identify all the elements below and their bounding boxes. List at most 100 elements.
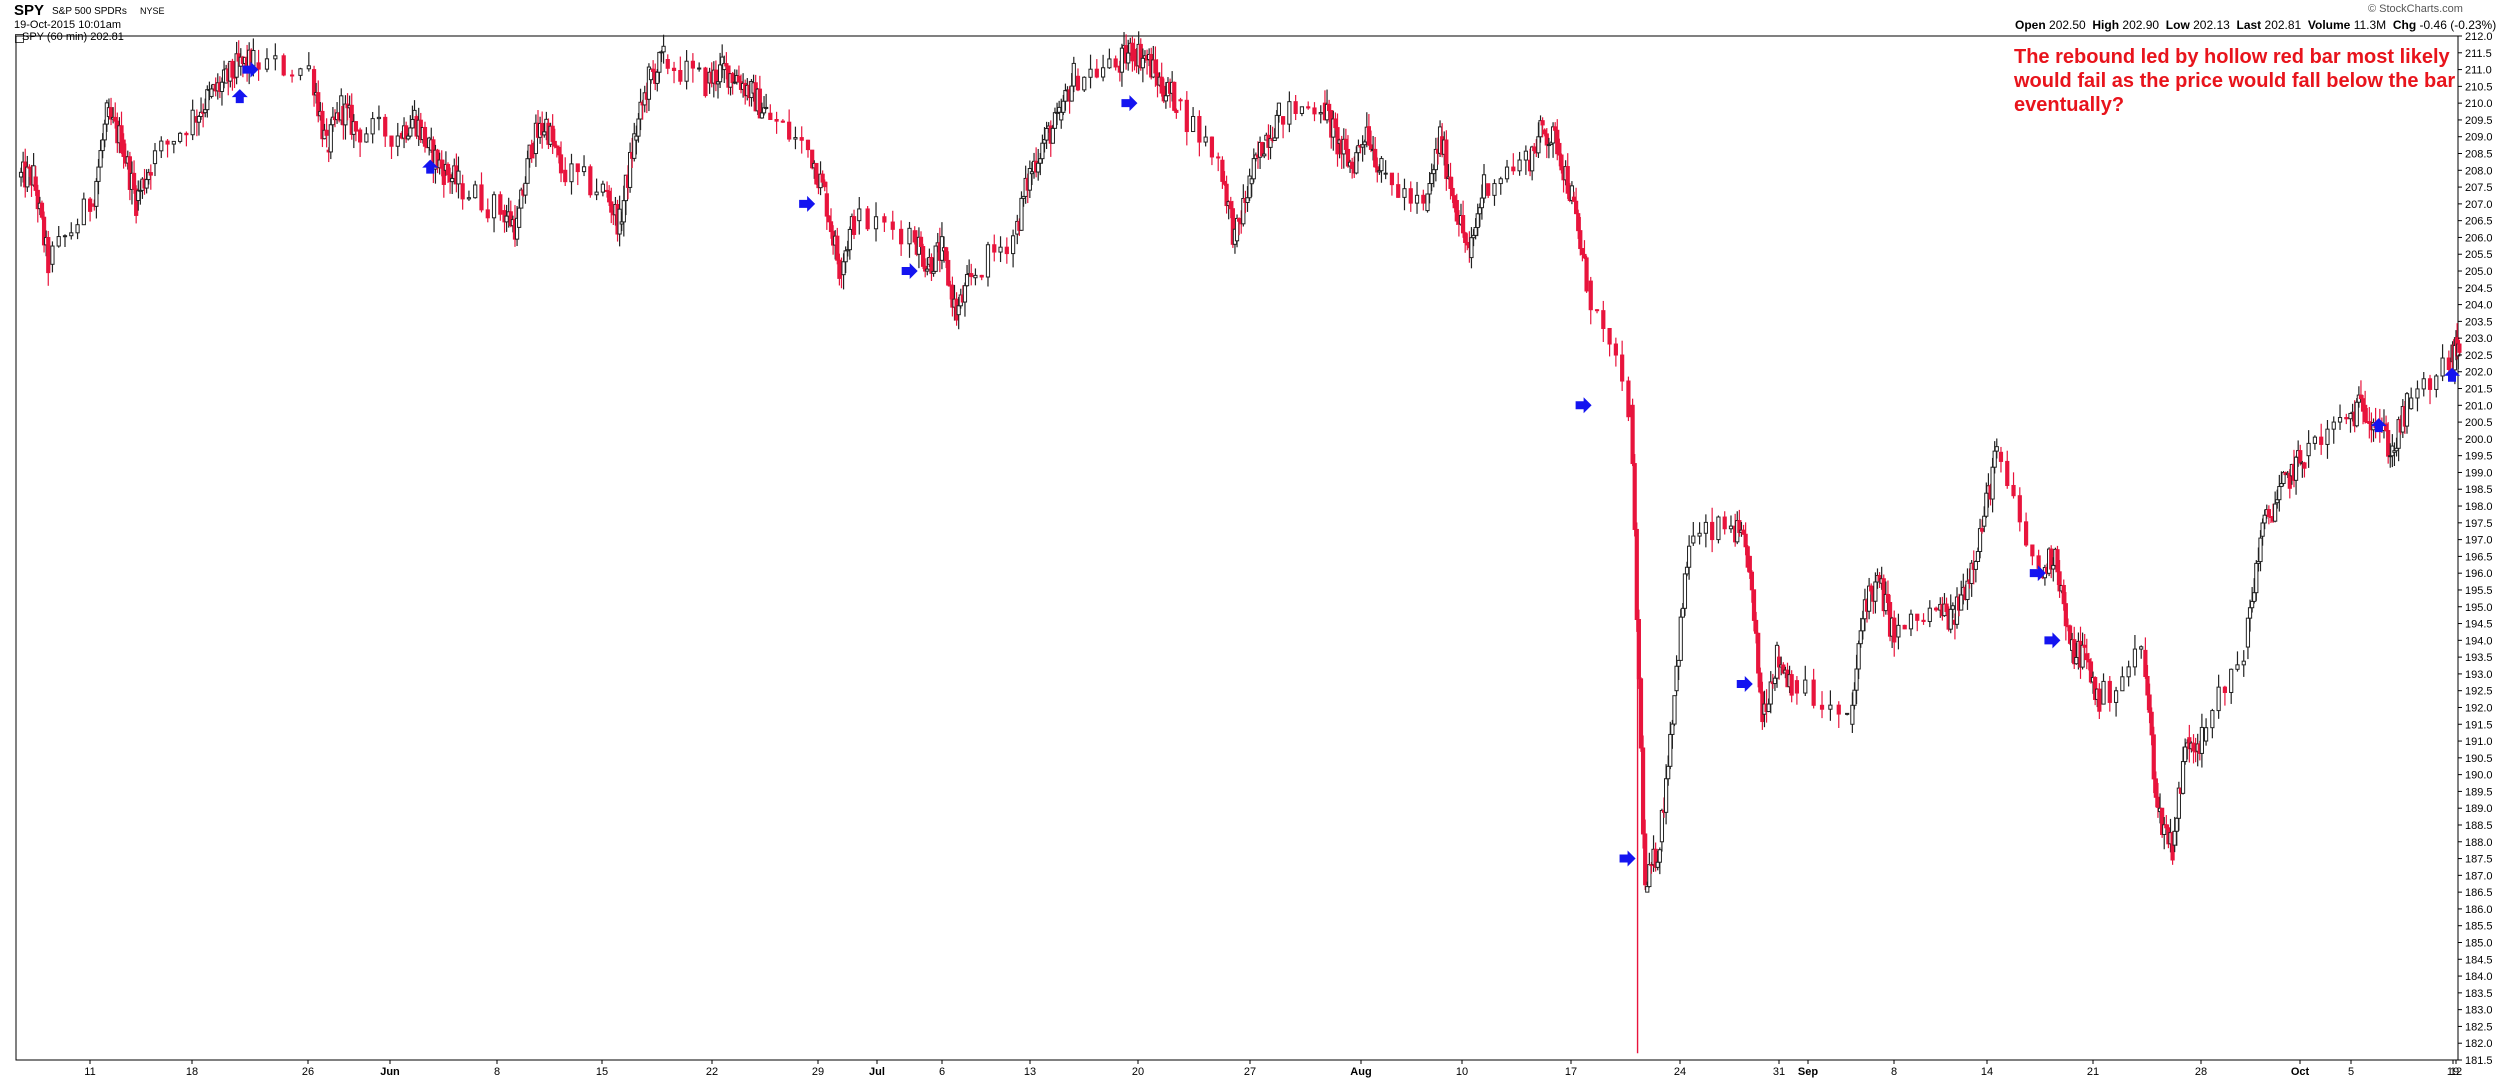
candle-body bbox=[1220, 159, 1225, 182]
candle-body bbox=[2023, 521, 2029, 546]
candle bbox=[1004, 237, 1009, 264]
candle-body bbox=[1088, 68, 1093, 78]
y-tick-label: 204.0 bbox=[2465, 300, 2493, 312]
candle-body bbox=[1379, 158, 1384, 172]
candle-body bbox=[2298, 450, 2303, 464]
candle bbox=[1119, 43, 1125, 87]
candle-body bbox=[907, 227, 912, 245]
candle bbox=[2084, 638, 2089, 670]
candle bbox=[1836, 701, 1841, 728]
y-tick-label: 205.5 bbox=[2465, 249, 2493, 261]
candle-body bbox=[964, 273, 970, 287]
candle-body bbox=[1819, 704, 1825, 710]
candle-body bbox=[1828, 704, 1833, 710]
candle-body bbox=[764, 106, 769, 109]
candle-body bbox=[1601, 310, 1606, 329]
candle-body bbox=[298, 68, 303, 76]
candle-body bbox=[2404, 393, 2410, 427]
candle bbox=[69, 222, 74, 240]
candle bbox=[594, 178, 599, 201]
candle bbox=[973, 268, 978, 286]
candle-body bbox=[1373, 148, 1378, 168]
candle bbox=[264, 48, 270, 73]
y-tick-label: 188.5 bbox=[2465, 820, 2493, 832]
candle-body bbox=[2266, 509, 2271, 518]
candle bbox=[1902, 624, 1907, 630]
arrow-right-icon bbox=[2029, 565, 2046, 582]
candle-body bbox=[1251, 158, 1256, 180]
candle-body bbox=[826, 215, 832, 223]
candle-body bbox=[376, 116, 382, 120]
candle-body bbox=[1743, 533, 1748, 548]
candle-body bbox=[1638, 678, 1644, 749]
candle-body bbox=[2143, 649, 2148, 677]
candle bbox=[916, 227, 922, 269]
candle-body bbox=[1479, 197, 1485, 209]
candle bbox=[190, 99, 195, 141]
candle-body bbox=[634, 135, 639, 141]
candle-body bbox=[865, 208, 870, 230]
candle bbox=[2344, 413, 2349, 425]
candle-body bbox=[1450, 187, 1455, 197]
candle-body bbox=[2151, 734, 2156, 780]
candle-body bbox=[1674, 665, 1679, 692]
brand-credit[interactable]: © StockCharts.com bbox=[2368, 3, 2463, 15]
candle-body bbox=[273, 55, 278, 60]
candle bbox=[1113, 55, 1118, 71]
candle-body bbox=[1057, 106, 1062, 113]
candle bbox=[2241, 650, 2246, 677]
candle-body bbox=[678, 70, 683, 82]
candle-body bbox=[2245, 617, 2251, 648]
y-tick-label: 182.5 bbox=[2465, 1021, 2493, 1033]
candle bbox=[1421, 189, 1426, 211]
candle bbox=[1460, 200, 1466, 238]
candle bbox=[533, 114, 539, 167]
candle-body bbox=[2017, 495, 2022, 523]
y-tick-label: 208.0 bbox=[2465, 165, 2493, 177]
candle bbox=[715, 81, 721, 99]
candle bbox=[1383, 160, 1388, 180]
candle bbox=[2434, 374, 2439, 398]
x-tick-label: 20 bbox=[1132, 1066, 1144, 1078]
candle-body bbox=[607, 190, 612, 203]
candle-body bbox=[358, 129, 363, 143]
candle-body bbox=[2210, 710, 2215, 729]
candle bbox=[1280, 116, 1286, 139]
candle bbox=[504, 204, 509, 232]
candle-body bbox=[209, 88, 214, 97]
candle bbox=[456, 156, 461, 199]
candle bbox=[2235, 651, 2240, 672]
candle bbox=[907, 221, 912, 258]
candle bbox=[1203, 125, 1208, 147]
x-tick-label: 21 bbox=[2087, 1066, 2099, 1078]
candle-body bbox=[1908, 613, 1914, 630]
candle bbox=[962, 282, 968, 317]
x-tick-label: 10 bbox=[1456, 1066, 1468, 1078]
candle-body bbox=[410, 118, 415, 129]
candle-body bbox=[1858, 630, 1863, 645]
chart-annotation: The rebound led by hollow red bar most l… bbox=[2014, 46, 2456, 116]
candle bbox=[2113, 686, 2119, 717]
candle-body bbox=[1892, 617, 1897, 643]
candle-body bbox=[1944, 603, 1949, 613]
candle-body bbox=[609, 201, 614, 213]
candle-body bbox=[159, 140, 164, 152]
candle-body bbox=[2415, 388, 2420, 399]
candle-body bbox=[165, 140, 170, 145]
candle-body bbox=[1094, 68, 1099, 78]
candle-body bbox=[2250, 600, 2255, 609]
candle-body bbox=[2293, 456, 2299, 481]
candle-body bbox=[1197, 115, 1202, 143]
arrow-right-icon bbox=[1121, 95, 1138, 112]
candle-body bbox=[1293, 101, 1298, 114]
candle bbox=[491, 191, 497, 233]
candle bbox=[1216, 152, 1221, 172]
chart-legend: SPY (60 min) 202.81 bbox=[22, 31, 124, 43]
candle bbox=[1306, 101, 1311, 110]
arrow-up-icon bbox=[231, 89, 248, 104]
candle bbox=[1241, 184, 1246, 227]
candle-body bbox=[1280, 116, 1286, 125]
candle-body bbox=[1038, 158, 1043, 164]
candle-body bbox=[1228, 201, 1233, 210]
